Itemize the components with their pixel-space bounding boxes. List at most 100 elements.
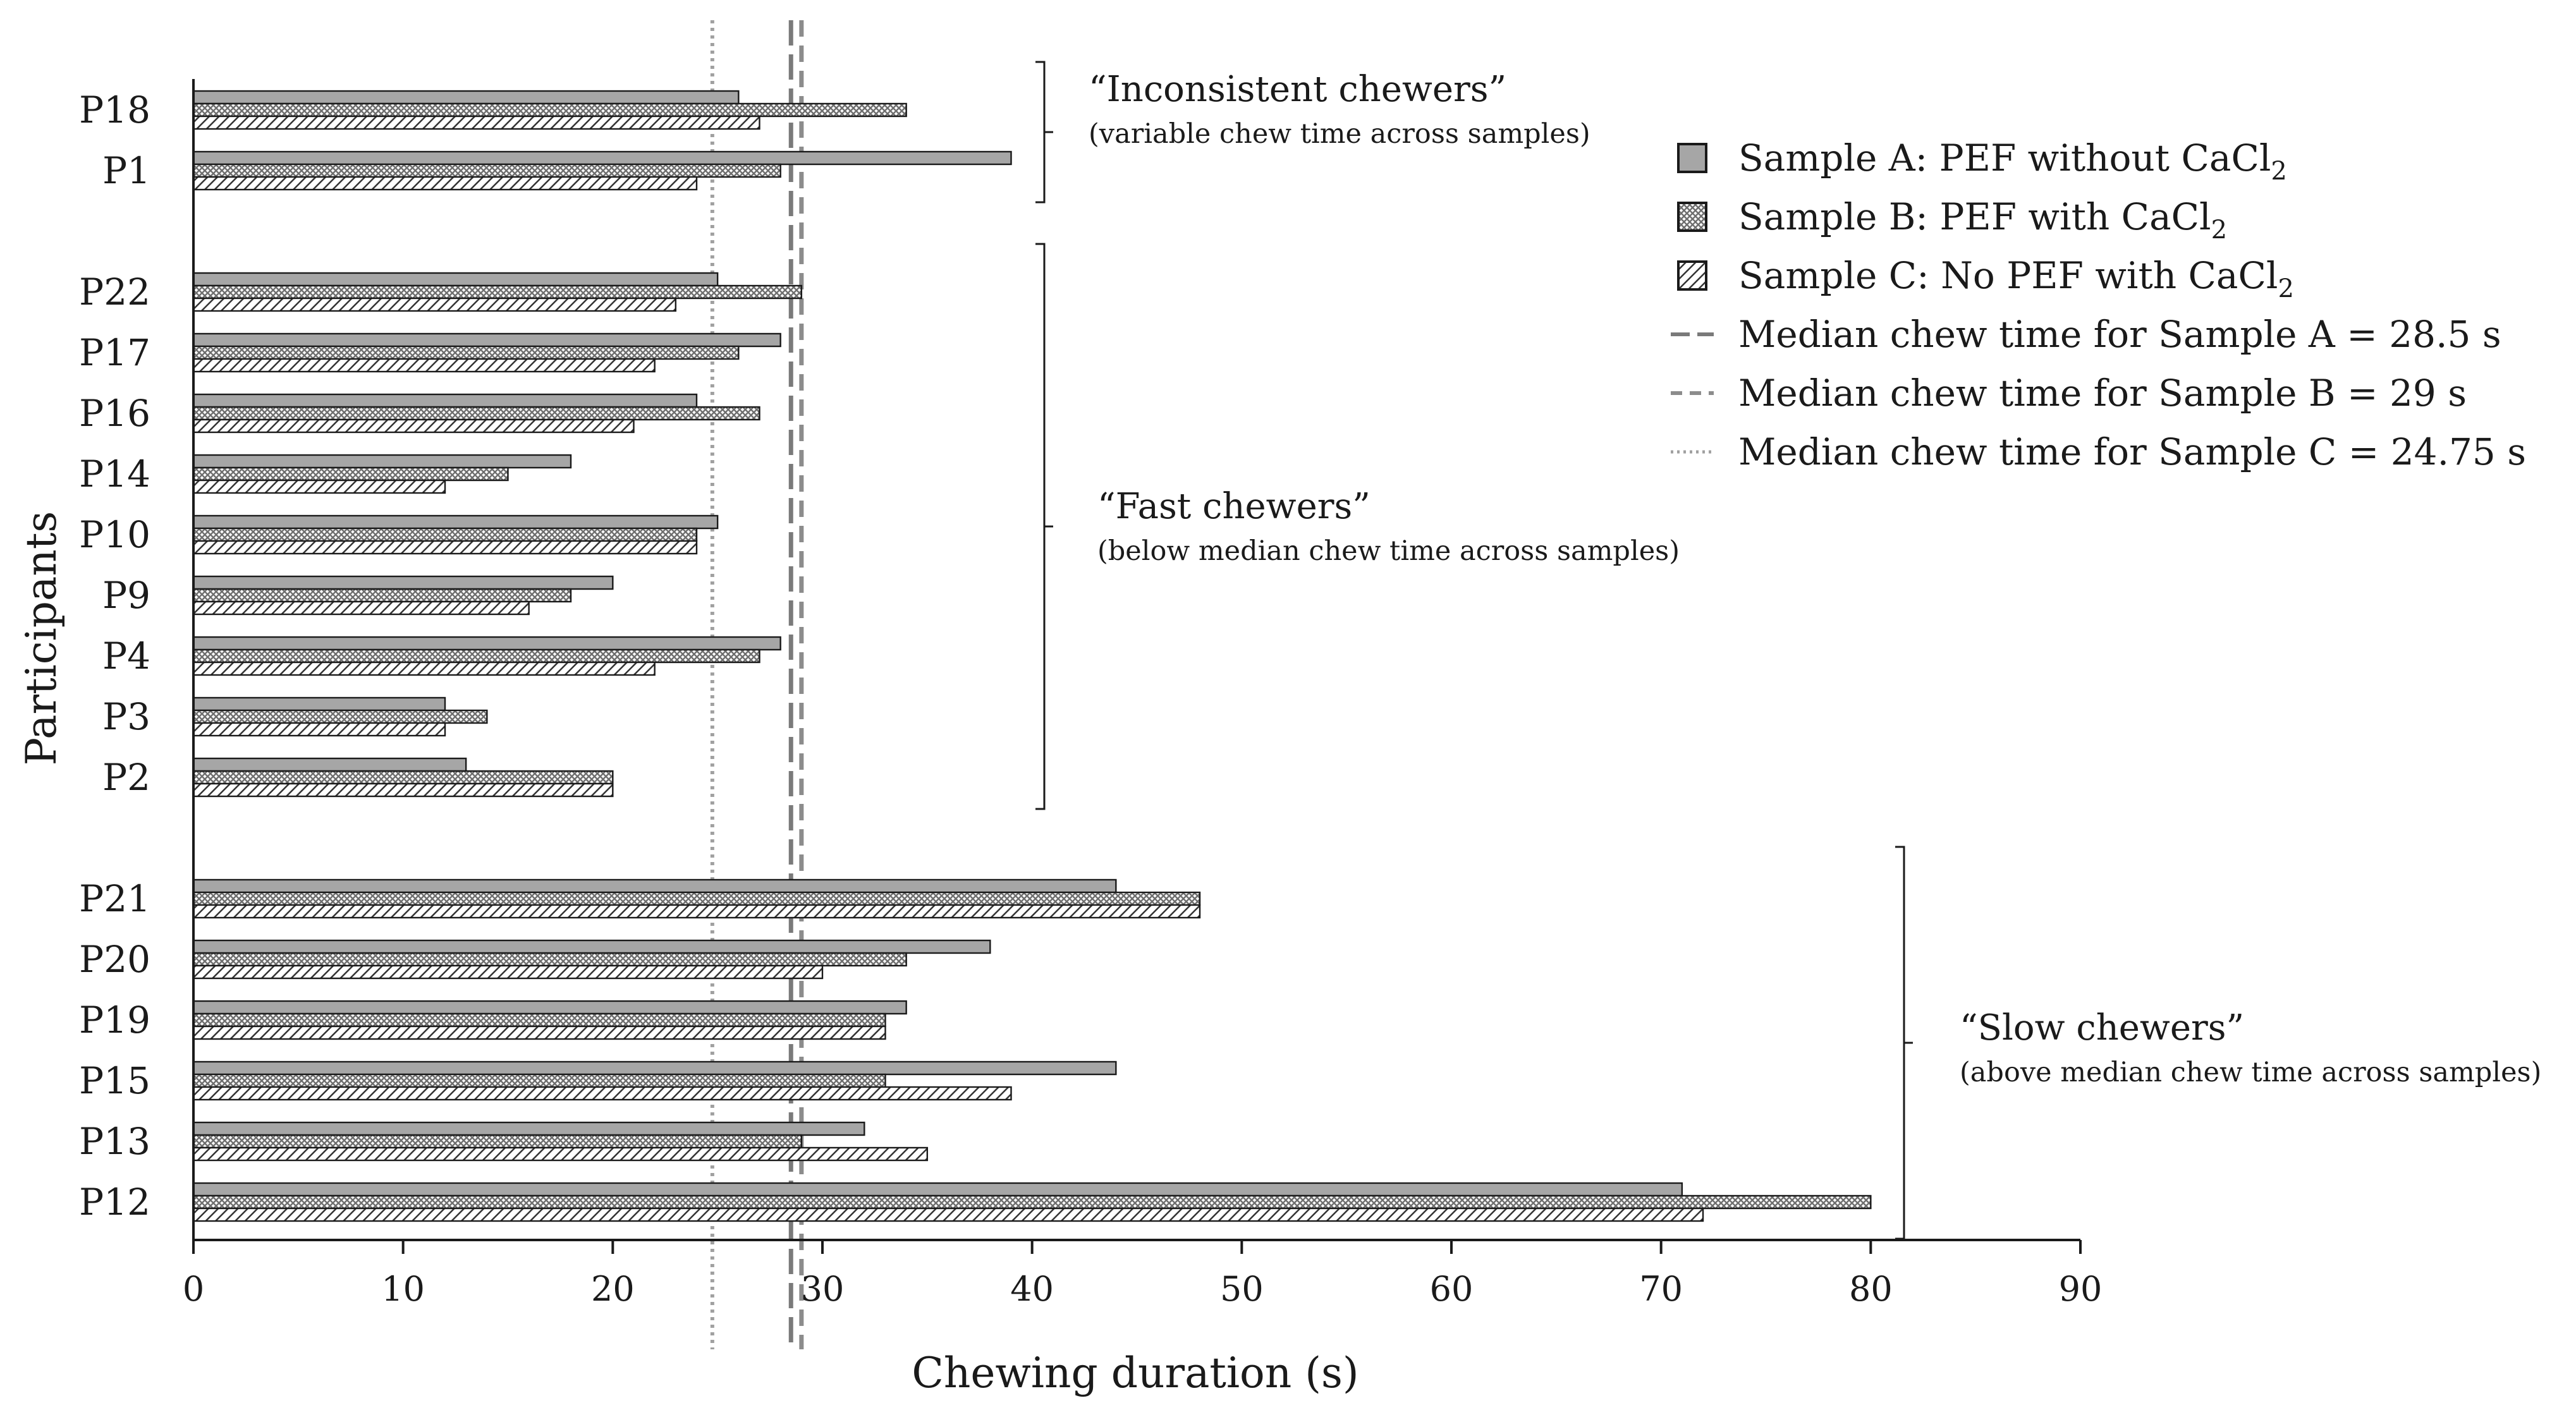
bar-p22-sample-a	[192, 272, 719, 287]
bar-p13-sample-c	[192, 1146, 929, 1162]
bar-p16-sample-b	[192, 406, 760, 421]
bar-p18-sample-c	[192, 115, 760, 130]
bar-p2-sample-a	[192, 757, 467, 772]
bar-p20-sample-b	[192, 952, 907, 967]
bar-p13-sample-b	[192, 1134, 803, 1149]
legend-label-sample-c: Sample C: No PEF with CaCl2	[1738, 254, 2294, 303]
bar-p16-sample-a	[192, 393, 698, 408]
participant-label: P12	[79, 1181, 150, 1224]
legend-label-text: Sample A: PEF without CaCl	[1738, 137, 2271, 179]
y-axis-title: Participants	[17, 511, 66, 766]
group-title-inconsistent: “Inconsistent chewers”	[1089, 69, 1506, 110]
group-title-fast: “Fast chewers”	[1097, 486, 1370, 527]
bar-p17-sample-a	[192, 332, 781, 348]
bar-p21-sample-a	[192, 878, 1117, 894]
group-subtitle-inconsistent: (variable chew time across samples)	[1089, 118, 1590, 150]
legend-swatch-sample-b	[1677, 202, 1707, 232]
bar-p15-sample-c	[192, 1086, 1012, 1101]
participant-label: P16	[79, 392, 150, 435]
bar-p4-sample-c	[192, 661, 656, 676]
participant-label: P9	[102, 574, 150, 617]
legend-swatch-sample-c	[1677, 260, 1707, 291]
bar-p3-sample-c	[192, 722, 446, 737]
bar-p20-sample-a	[192, 939, 991, 954]
bar-p17-sample-b	[192, 345, 740, 360]
bar-p19-sample-b	[192, 1012, 886, 1028]
bar-p10-sample-a	[192, 514, 719, 530]
participant-label: P13	[79, 1120, 150, 1163]
bar-p3-sample-a	[192, 696, 446, 712]
x-tick-label: 20	[591, 1269, 635, 1309]
participant-label: P14	[79, 453, 150, 495]
bar-p9-sample-b	[192, 588, 572, 603]
x-tick-label: 10	[381, 1269, 425, 1309]
bracket-fast	[1035, 243, 1053, 810]
legend-label-sample-a: Sample A: PEF without CaCl2	[1738, 137, 2287, 186]
bar-p21-sample-c	[192, 904, 1201, 919]
bracket-slow	[1895, 846, 1913, 1240]
bar-p15-sample-b	[192, 1073, 886, 1088]
bar-p9-sample-c	[192, 600, 530, 616]
bars	[192, 90, 1872, 1222]
bar-p15-sample-a	[192, 1060, 1117, 1076]
legend-label-text: Sample B: PEF with CaCl	[1738, 195, 2211, 238]
bar-p21-sample-b	[192, 891, 1201, 906]
legend-label-sample-b: Sample B: PEF with CaCl2	[1738, 195, 2227, 245]
bar-p14-sample-b	[192, 466, 509, 482]
bar-p1-sample-a	[192, 150, 1012, 166]
participant-label: P20	[79, 938, 150, 981]
group-subtitle-slow: (above median chew time across samples)	[1960, 1057, 2541, 1088]
bar-p1-sample-c	[192, 176, 698, 191]
bar-p3-sample-b	[192, 709, 488, 724]
x-tick-label: 80	[1849, 1269, 1893, 1309]
participant-label: P2	[102, 756, 150, 799]
x-tick-label: 50	[1220, 1269, 1264, 1309]
bracket-inconsistent	[1035, 61, 1053, 204]
participant-label: P17	[79, 331, 150, 374]
bar-p2-sample-c	[192, 782, 614, 798]
x-tick-label: 90	[2059, 1269, 2103, 1309]
participant-label: P21	[79, 877, 150, 920]
bar-p1-sample-b	[192, 163, 781, 178]
legend-label-text: Sample C: No PEF with CaCl	[1738, 254, 2278, 297]
participant-label: P18	[79, 88, 150, 131]
legend-label-median-line-c: Median chew time for Sample C = 24.75 s	[1738, 430, 2526, 473]
group-subtitle-fast: (below median chew time across samples)	[1097, 535, 1680, 567]
bar-p4-sample-a	[192, 636, 781, 651]
x-axis: 0 10 20 30 40 50 60 70 80 90	[183, 79, 2103, 1309]
bar-p17-sample-c	[192, 358, 656, 373]
participant-label: P3	[102, 695, 150, 738]
participant-label: P15	[79, 1059, 150, 1102]
bar-p12-sample-a	[192, 1182, 1683, 1197]
participant-label: P22	[79, 270, 150, 313]
x-tick-label: 60	[1430, 1269, 1474, 1309]
bar-p22-sample-b	[192, 284, 803, 300]
bar-p14-sample-c	[192, 479, 446, 494]
legend-label-median-line-a: Median chew time for Sample A = 28.5 s	[1738, 313, 2501, 356]
bar-p12-sample-b	[192, 1194, 1872, 1210]
legend-subscript: 2	[2278, 274, 2293, 303]
x-tick-label: 0	[183, 1269, 204, 1309]
bar-p19-sample-a	[192, 1000, 907, 1015]
x-axis-title: Chewing duration (s)	[912, 1349, 1358, 1397]
bar-p18-sample-a	[192, 90, 740, 105]
bar-p13-sample-a	[192, 1121, 865, 1136]
bar-p18-sample-b	[192, 102, 907, 118]
participant-label: P4	[102, 635, 150, 678]
participant-label: P19	[79, 999, 150, 1042]
x-tick-label: 70	[1639, 1269, 1683, 1309]
x-tick-label: 30	[801, 1269, 845, 1309]
legend-label-median-line-b: Median chew time for Sample B = 29 s	[1738, 372, 2467, 415]
bar-p20-sample-c	[192, 964, 824, 980]
legend-subscript: 2	[2211, 216, 2227, 245]
participant-label: P10	[79, 513, 150, 556]
group-title-slow: “Slow chewers”	[1960, 1007, 2244, 1048]
bar-p22-sample-c	[192, 297, 677, 312]
participant-label: P1	[102, 149, 150, 192]
legend-swatch-sample-a	[1677, 143, 1707, 173]
bar-p14-sample-a	[192, 454, 572, 469]
bar-p12-sample-c	[192, 1207, 1704, 1222]
bar-p10-sample-c	[192, 540, 698, 555]
